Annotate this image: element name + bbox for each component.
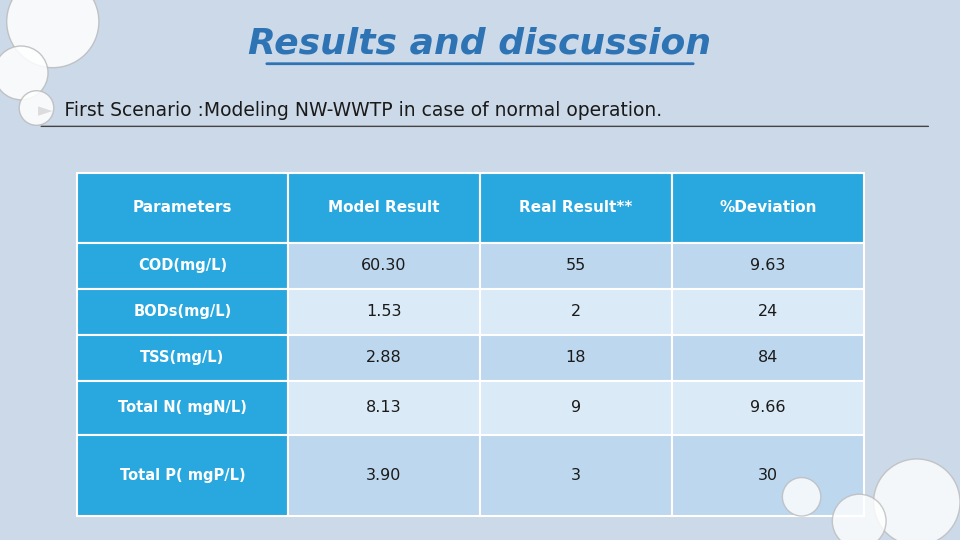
Ellipse shape <box>0 46 48 100</box>
Ellipse shape <box>874 459 960 540</box>
Text: TSS(mg/L): TSS(mg/L) <box>140 350 225 365</box>
Text: 60.30: 60.30 <box>361 259 407 273</box>
Ellipse shape <box>782 477 821 516</box>
Bar <box>480 243 672 289</box>
Bar <box>77 381 288 435</box>
Ellipse shape <box>7 0 99 68</box>
Text: 18: 18 <box>565 350 587 365</box>
Text: Total N( mgN/L): Total N( mgN/L) <box>118 400 247 415</box>
Bar <box>672 435 864 516</box>
Bar <box>77 335 288 381</box>
Bar <box>288 335 480 381</box>
Text: 55: 55 <box>565 259 587 273</box>
Text: Total P( mgP/L): Total P( mgP/L) <box>120 468 245 483</box>
Text: BODs(mg/L): BODs(mg/L) <box>133 305 231 319</box>
Text: 2: 2 <box>571 305 581 319</box>
Bar <box>77 243 288 289</box>
Text: 9: 9 <box>571 400 581 415</box>
Bar <box>288 173 480 243</box>
Text: 30: 30 <box>758 468 778 483</box>
Text: ►  First Scenario :Modeling NW-WWTP in case of normal operation.: ► First Scenario :Modeling NW-WWTP in ca… <box>38 101 662 120</box>
Bar <box>288 289 480 335</box>
Text: 8.13: 8.13 <box>366 400 402 415</box>
Bar <box>288 381 480 435</box>
Text: Real Result**: Real Result** <box>519 200 633 215</box>
Text: 2.88: 2.88 <box>366 350 402 365</box>
Bar <box>480 173 672 243</box>
Text: 3: 3 <box>571 468 581 483</box>
Bar <box>672 173 864 243</box>
Text: 9.63: 9.63 <box>751 259 785 273</box>
Text: 24: 24 <box>757 305 779 319</box>
Ellipse shape <box>19 91 54 125</box>
Bar <box>288 435 480 516</box>
Bar <box>77 289 288 335</box>
Text: %Deviation: %Deviation <box>719 200 817 215</box>
Bar <box>480 289 672 335</box>
Bar <box>672 243 864 289</box>
Bar <box>480 335 672 381</box>
Text: 84: 84 <box>757 350 779 365</box>
Text: Model Result: Model Result <box>328 200 440 215</box>
Text: Results and discussion: Results and discussion <box>249 26 711 60</box>
Text: 9.66: 9.66 <box>751 400 785 415</box>
Text: 1.53: 1.53 <box>367 305 401 319</box>
Bar <box>288 243 480 289</box>
Ellipse shape <box>832 494 886 540</box>
Text: Parameters: Parameters <box>132 200 232 215</box>
Text: COD(mg/L): COD(mg/L) <box>138 259 227 273</box>
Bar <box>480 381 672 435</box>
Text: 3.90: 3.90 <box>367 468 401 483</box>
Bar <box>480 435 672 516</box>
Bar <box>672 289 864 335</box>
Bar <box>77 435 288 516</box>
Bar <box>672 335 864 381</box>
Bar <box>77 173 288 243</box>
Bar <box>672 381 864 435</box>
